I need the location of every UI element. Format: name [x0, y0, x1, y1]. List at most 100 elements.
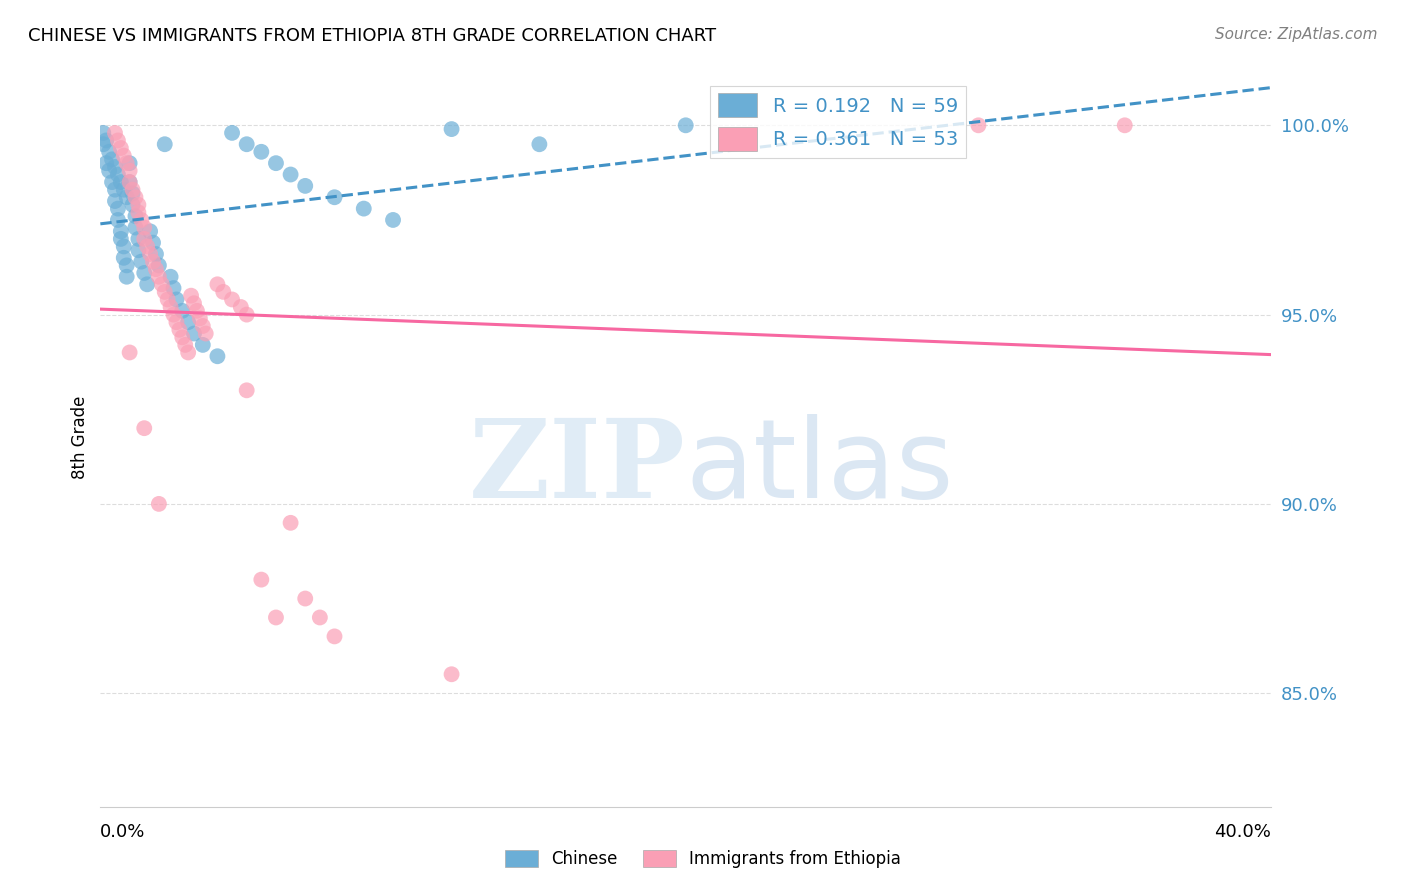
Point	[440, 122, 463, 136]
Point	[153, 137, 176, 152]
Point	[134, 220, 156, 235]
Point	[134, 421, 156, 435]
Point	[162, 308, 184, 322]
Point	[110, 232, 132, 246]
Point	[98, 163, 121, 178]
Point	[110, 224, 132, 238]
Point	[104, 160, 127, 174]
Point	[142, 235, 165, 250]
Point	[280, 516, 302, 530]
Point	[118, 156, 141, 170]
Point	[139, 224, 162, 238]
Point	[323, 629, 346, 643]
Point	[115, 259, 138, 273]
Point	[148, 259, 170, 273]
Point	[294, 178, 316, 193]
Point	[174, 338, 197, 352]
Point	[118, 163, 141, 178]
Point	[127, 244, 149, 258]
Point	[121, 198, 143, 212]
Point	[136, 239, 159, 253]
Point	[96, 156, 118, 170]
Point	[353, 202, 375, 216]
Point	[191, 338, 214, 352]
Point	[153, 285, 176, 299]
Point	[104, 183, 127, 197]
Point	[104, 194, 127, 208]
Point	[112, 251, 135, 265]
Point	[207, 277, 229, 292]
Point	[124, 220, 146, 235]
Legend: R = 0.192   N = 59, R = 0.361   N = 53: R = 0.192 N = 59, R = 0.361 N = 53	[710, 86, 966, 159]
Point	[134, 232, 156, 246]
Point	[91, 126, 114, 140]
Text: atlas: atlas	[686, 414, 955, 521]
Point	[150, 277, 173, 292]
Point	[110, 175, 132, 189]
Point	[127, 205, 149, 219]
Point	[98, 145, 121, 159]
Point	[145, 247, 167, 261]
Point	[177, 315, 200, 329]
Point	[264, 156, 287, 170]
Point	[124, 190, 146, 204]
Point	[115, 190, 138, 204]
Point	[115, 269, 138, 284]
Point	[134, 266, 156, 280]
Point	[118, 175, 141, 189]
Point	[264, 610, 287, 624]
Point	[124, 209, 146, 223]
Point	[107, 133, 129, 147]
Point	[139, 247, 162, 261]
Point	[110, 141, 132, 155]
Point	[183, 296, 205, 310]
Point	[165, 315, 187, 329]
Text: 0.0%: 0.0%	[100, 823, 146, 841]
Point	[180, 288, 202, 302]
Point	[207, 349, 229, 363]
Point	[112, 148, 135, 162]
Point	[165, 293, 187, 307]
Text: CHINESE VS IMMIGRANTS FROM ETHIOPIA 8TH GRADE CORRELATION CHART: CHINESE VS IMMIGRANTS FROM ETHIOPIA 8TH …	[28, 27, 716, 45]
Point	[127, 232, 149, 246]
Point	[159, 269, 181, 284]
Point	[172, 330, 194, 344]
Point	[229, 300, 252, 314]
Point	[235, 384, 257, 398]
Point	[250, 573, 273, 587]
Point	[121, 186, 143, 201]
Point	[967, 118, 990, 132]
Point	[162, 281, 184, 295]
Point	[212, 285, 235, 299]
Point	[235, 137, 257, 152]
Point	[136, 277, 159, 292]
Point	[169, 323, 191, 337]
Legend: Chinese, Immigrants from Ethiopia: Chinese, Immigrants from Ethiopia	[498, 843, 908, 875]
Point	[118, 175, 141, 189]
Y-axis label: 8th Grade: 8th Grade	[72, 396, 89, 479]
Point	[183, 326, 205, 341]
Point	[191, 318, 214, 333]
Point	[142, 254, 165, 268]
Point	[107, 202, 129, 216]
Point	[104, 126, 127, 140]
Point	[121, 183, 143, 197]
Point	[91, 137, 114, 152]
Point	[118, 345, 141, 359]
Point	[221, 126, 243, 140]
Point	[148, 497, 170, 511]
Point	[529, 137, 551, 152]
Point	[112, 239, 135, 253]
Point	[115, 156, 138, 170]
Point	[194, 326, 217, 341]
Text: ZIP: ZIP	[470, 414, 686, 521]
Point	[294, 591, 316, 606]
Point	[156, 293, 179, 307]
Point	[186, 303, 208, 318]
Point	[127, 198, 149, 212]
Point	[159, 300, 181, 314]
Point	[107, 168, 129, 182]
Point	[1114, 118, 1136, 132]
Point	[323, 190, 346, 204]
Point	[250, 145, 273, 159]
